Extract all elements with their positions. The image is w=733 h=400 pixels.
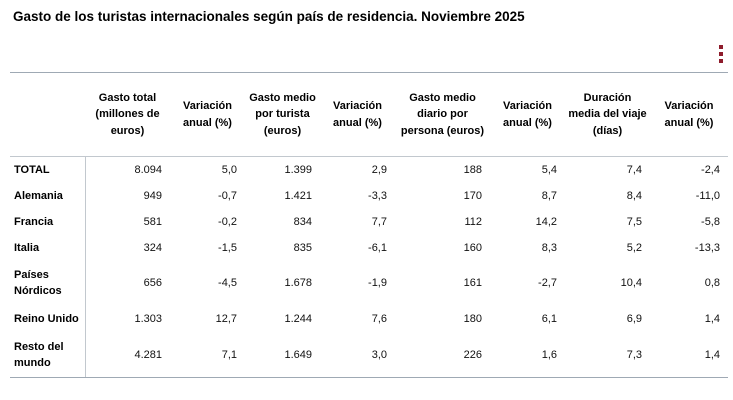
table-row: Francia 581 -0,2 834 7,7 112 14,2 7,5 -5,8	[10, 209, 728, 235]
value-cell: 3,0	[320, 333, 395, 378]
value-cell: 1,4	[650, 333, 728, 378]
value-cell: 581	[143, 216, 162, 228]
value-cell: 835	[293, 242, 312, 254]
value-cell: -6,1	[368, 242, 387, 254]
value-cell: 4.281	[85, 333, 170, 378]
value-cell: -3,3	[368, 190, 387, 202]
table-row: Reino Unido 1.303 12,7 1.244 7,6 180 6,1 6,9 1,4	[10, 305, 728, 333]
value-cell: 8.094	[134, 164, 162, 176]
value-cell: 1.649	[245, 333, 320, 378]
value-cell: 161	[463, 277, 482, 289]
value-cell: 1.244	[284, 313, 312, 325]
row-label: Francia	[10, 209, 86, 235]
value-cell: 1.678	[284, 277, 312, 289]
kebab-menu-icon	[719, 59, 723, 63]
header-cell-gasto-medio-diario: Gasto medio diario por persona (euros)	[395, 72, 490, 157]
value-cell: 7,5	[626, 216, 642, 228]
page-title: Gasto de los turistas internacionales se…	[13, 9, 525, 24]
header-cell-empty	[10, 72, 85, 157]
value-cell: -1,9	[368, 277, 387, 289]
table-body: TOTAL 8.094 5,0 1.399 2,9 188 5,4 7,4 -2,4 Aleman…	[10, 156, 728, 378]
value-cell: 7,1	[170, 333, 245, 378]
value-cell: -5,8	[701, 216, 720, 228]
row-label: Países Nórdicos	[10, 261, 86, 305]
header-cell-variacion-3: Variación anual (%)	[490, 72, 565, 157]
tourist-spending-table: Gasto total (millones de euros) Variació…	[10, 72, 728, 378]
value-cell: 188	[463, 164, 482, 176]
row-label: Alemania	[10, 183, 86, 209]
value-cell: 14,2	[535, 216, 557, 228]
value-cell: 7,3	[565, 333, 650, 378]
table-row: Países Nórdicos 656 -4,5 1.678 -1,9 161 -2,7 10…	[10, 261, 728, 305]
value-cell: -0,2	[218, 216, 237, 228]
value-cell: 2,9	[371, 164, 387, 176]
header-cell-duracion-media: Duración media del viaje (días)	[565, 72, 650, 157]
value-cell: 7,4	[626, 164, 642, 176]
value-cell: 12,7	[215, 313, 237, 325]
value-cell: -2,4	[701, 164, 720, 176]
value-cell: 656	[143, 277, 162, 289]
table-row: Italia 324 -1,5 835 -6,1 160 8,3 5,2 -13,3	[10, 235, 728, 261]
value-cell: 5,0	[221, 164, 237, 176]
header-cell-gasto-total: Gasto total (millones de euros)	[85, 72, 170, 157]
value-cell: 112	[464, 216, 482, 228]
kebab-menu-icon	[719, 45, 723, 49]
value-cell: 160	[463, 242, 482, 254]
value-cell: 8,4	[626, 190, 642, 202]
value-cell: 1.399	[284, 164, 312, 176]
kebab-menu-button[interactable]	[710, 41, 732, 67]
value-cell: 6,9	[626, 313, 642, 325]
value-cell: 1,4	[704, 313, 720, 325]
value-cell: 8,7	[541, 190, 557, 202]
table-row: Resto del mundo 4.281 7,1 1.649 3,0 226 1,6 7,3…	[10, 333, 728, 378]
value-cell: 324	[143, 242, 162, 254]
value-cell: 1,6	[490, 333, 565, 378]
value-cell: 226	[395, 333, 490, 378]
header-row: Gasto total (millones de euros) Variació…	[10, 72, 728, 157]
value-cell: 5,2	[626, 242, 642, 254]
value-cell: 7,6	[371, 313, 387, 325]
kebab-menu-icon	[719, 52, 723, 56]
value-cell: 1.421	[284, 190, 312, 202]
value-cell: 5,4	[541, 164, 557, 176]
value-cell: 0,8	[704, 277, 720, 289]
table-header: Gasto total (millones de euros) Variació…	[10, 72, 728, 157]
value-cell: -0,7	[218, 190, 237, 202]
header-cell-variacion-4: Variación anual (%)	[650, 72, 728, 157]
table-row: TOTAL 8.094 5,0 1.399 2,9 188 5,4 7,4 -2,4	[10, 156, 728, 183]
value-cell: 10,4	[620, 277, 642, 289]
value-cell: 6,1	[541, 313, 557, 325]
row-label: Resto del mundo	[10, 333, 86, 378]
value-cell: -11,0	[695, 190, 720, 202]
value-cell: 1.303	[134, 313, 162, 325]
header-cell-variacion-2: Variación anual (%)	[320, 72, 395, 157]
value-cell: 180	[463, 313, 482, 325]
value-cell: 170	[463, 190, 482, 202]
value-cell: 7,7	[371, 216, 387, 228]
value-cell: -4,5	[218, 277, 237, 289]
header-cell-gasto-medio-turista: Gasto medio por turista (euros)	[245, 72, 320, 157]
value-cell: -1,5	[218, 242, 237, 254]
value-cell: 949	[143, 190, 162, 202]
row-label: Italia	[10, 235, 86, 261]
value-cell: -2,7	[538, 277, 557, 289]
value-cell: -13,3	[694, 242, 720, 254]
value-cell: 8,3	[541, 242, 557, 254]
row-label: Reino Unido	[10, 305, 86, 333]
table-row: Alemania 949 -0,7 1.421 -3,3 170 8,7 8,4 -11,0	[10, 183, 728, 209]
header-cell-variacion-1: Variación anual (%)	[170, 72, 245, 157]
row-label: TOTAL	[10, 156, 86, 183]
value-cell: 834	[293, 216, 312, 228]
